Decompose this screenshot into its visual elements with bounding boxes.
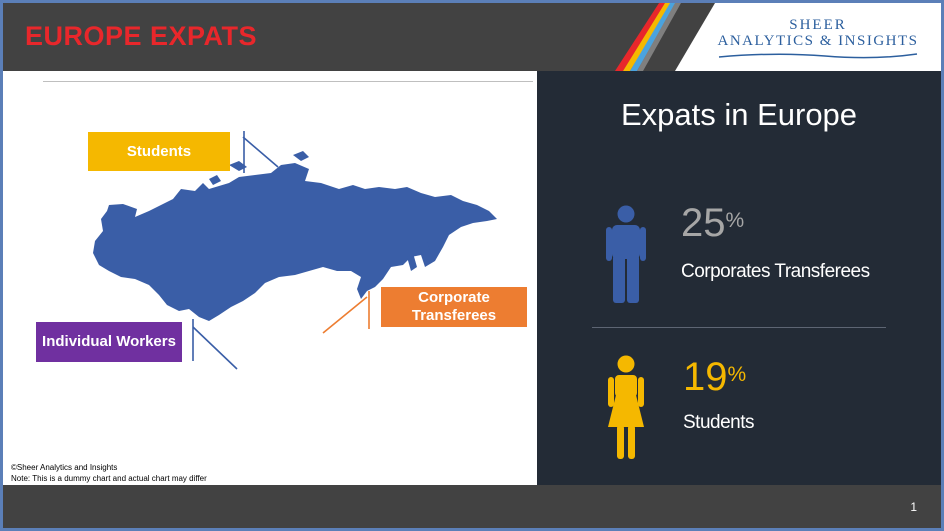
map-panel: Students Corporate Transferees Individua… [3, 71, 537, 485]
students-percentage: 19% [683, 357, 746, 397]
map-landmass [93, 163, 497, 321]
page-number: 1 [910, 500, 917, 514]
logo-line-2: ANALYTICS & INSIGHTS [717, 33, 919, 49]
students-label: Students [683, 412, 755, 433]
company-logo: SHEER ANALYTICS & INSIGHTS [675, 3, 941, 71]
map-island-3 [209, 175, 221, 185]
students-callout: Students [88, 132, 230, 171]
decorative-stripes [615, 3, 681, 71]
map-island-4 [407, 253, 417, 271]
copyright-text: ©Sheer Analytics and Insights [11, 463, 118, 472]
footnote: ©Sheer Analytics and Insights Note: This… [11, 462, 207, 484]
logo-swoosh-icon [718, 53, 918, 59]
corporate-connector [322, 296, 368, 334]
map-island-1 [229, 161, 247, 171]
footer-bar: 1 [3, 485, 941, 528]
students-connector [242, 136, 279, 168]
corporate-unit: % [725, 209, 745, 232]
disclaimer-text: Note: This is a dummy chart and actual c… [11, 474, 207, 483]
students-value: 19 [683, 355, 728, 399]
panel-title: Expats in Europe [620, 97, 858, 132]
individual-connector [192, 326, 238, 370]
page-title: EUROPE EXPATS [25, 21, 258, 51]
europe-map [93, 131, 497, 370]
stats-panel: Expats in Europe 25% Corporates Transfer… [537, 71, 941, 485]
students-unit: % [727, 363, 747, 386]
corporate-label: Corporates Transferees [681, 261, 870, 282]
female-person-icon [608, 355, 644, 459]
corporate-percentage: 25% [681, 203, 744, 243]
stats-divider [592, 327, 886, 328]
slide: EUROPE EXPATS SHEER ANALYTICS & INSIGHTS [3, 3, 941, 528]
male-person-icon [606, 205, 646, 303]
map-island-2 [293, 151, 309, 161]
header-bar: EUROPE EXPATS SHEER ANALYTICS & INSIGHTS [3, 3, 941, 71]
logo-line-1: SHEER [789, 17, 847, 33]
corporate-transferees-callout: Corporate Transferees [381, 287, 527, 327]
map-island-5 [419, 241, 431, 259]
corporate-value: 25 [681, 201, 726, 245]
individual-workers-callout: Individual Workers [36, 322, 182, 362]
divider-line [43, 81, 533, 82]
